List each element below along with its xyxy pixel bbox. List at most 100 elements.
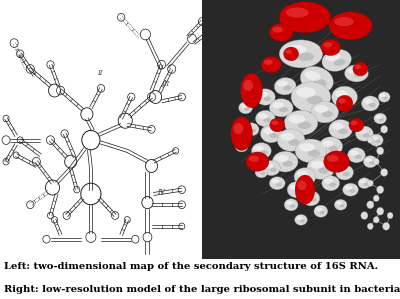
Ellipse shape xyxy=(343,172,350,176)
Ellipse shape xyxy=(334,59,346,66)
Ellipse shape xyxy=(328,146,338,151)
Ellipse shape xyxy=(310,161,324,169)
Ellipse shape xyxy=(358,129,366,134)
Ellipse shape xyxy=(303,176,312,181)
Ellipse shape xyxy=(355,65,362,69)
Ellipse shape xyxy=(234,123,243,134)
Ellipse shape xyxy=(356,126,373,141)
Ellipse shape xyxy=(307,157,335,179)
Ellipse shape xyxy=(244,123,259,136)
Ellipse shape xyxy=(320,210,325,214)
Ellipse shape xyxy=(240,146,246,149)
Ellipse shape xyxy=(263,118,271,123)
Ellipse shape xyxy=(371,136,378,141)
Ellipse shape xyxy=(286,50,292,54)
Circle shape xyxy=(377,147,384,155)
Text: I: I xyxy=(4,156,7,164)
Ellipse shape xyxy=(329,120,352,139)
Ellipse shape xyxy=(274,77,296,95)
Ellipse shape xyxy=(269,177,285,190)
Ellipse shape xyxy=(258,92,268,97)
Ellipse shape xyxy=(239,102,252,114)
Ellipse shape xyxy=(297,53,314,61)
Ellipse shape xyxy=(348,148,365,163)
Ellipse shape xyxy=(263,96,271,101)
Text: Right: low-resolution model of the large ribosomal subunit in bacteria.: Right: low-resolution model of the large… xyxy=(4,285,400,294)
Ellipse shape xyxy=(342,96,352,102)
Circle shape xyxy=(382,222,390,230)
Ellipse shape xyxy=(284,47,299,61)
Ellipse shape xyxy=(252,143,271,159)
Ellipse shape xyxy=(295,214,307,225)
Ellipse shape xyxy=(250,129,256,132)
Ellipse shape xyxy=(295,189,303,194)
Ellipse shape xyxy=(350,150,359,155)
Ellipse shape xyxy=(256,89,275,105)
Ellipse shape xyxy=(254,146,264,151)
Ellipse shape xyxy=(332,123,344,130)
Ellipse shape xyxy=(286,7,309,18)
Ellipse shape xyxy=(285,45,306,55)
Ellipse shape xyxy=(295,139,327,163)
Ellipse shape xyxy=(326,53,340,61)
Ellipse shape xyxy=(231,117,252,150)
Ellipse shape xyxy=(322,176,340,191)
Ellipse shape xyxy=(260,150,267,155)
Ellipse shape xyxy=(376,115,382,119)
Ellipse shape xyxy=(263,128,274,134)
Ellipse shape xyxy=(338,167,347,173)
Text: III: III xyxy=(162,80,170,88)
Ellipse shape xyxy=(327,155,338,162)
Circle shape xyxy=(380,126,388,133)
Ellipse shape xyxy=(277,80,288,87)
Ellipse shape xyxy=(316,207,322,211)
Ellipse shape xyxy=(235,141,248,152)
Ellipse shape xyxy=(256,110,275,127)
Ellipse shape xyxy=(276,183,282,187)
Ellipse shape xyxy=(300,66,333,93)
Ellipse shape xyxy=(244,107,250,111)
Ellipse shape xyxy=(258,113,268,119)
Ellipse shape xyxy=(324,151,350,173)
Ellipse shape xyxy=(309,198,316,202)
Ellipse shape xyxy=(334,199,347,210)
Ellipse shape xyxy=(260,125,282,143)
Circle shape xyxy=(380,169,388,176)
Ellipse shape xyxy=(269,133,278,138)
Ellipse shape xyxy=(260,172,265,175)
Ellipse shape xyxy=(329,12,372,40)
Ellipse shape xyxy=(270,118,285,132)
Ellipse shape xyxy=(297,171,308,177)
Circle shape xyxy=(373,158,379,165)
Ellipse shape xyxy=(281,133,294,141)
Ellipse shape xyxy=(338,98,346,104)
Ellipse shape xyxy=(290,184,300,190)
Ellipse shape xyxy=(365,158,372,162)
Ellipse shape xyxy=(348,68,360,74)
Ellipse shape xyxy=(314,78,327,86)
Ellipse shape xyxy=(355,154,362,159)
Ellipse shape xyxy=(363,155,377,168)
Ellipse shape xyxy=(269,99,293,117)
Ellipse shape xyxy=(379,118,384,121)
Ellipse shape xyxy=(329,182,336,187)
Ellipse shape xyxy=(342,183,358,196)
Ellipse shape xyxy=(349,189,355,193)
Ellipse shape xyxy=(262,57,281,73)
Ellipse shape xyxy=(339,204,344,208)
Ellipse shape xyxy=(262,161,280,176)
Ellipse shape xyxy=(272,151,298,172)
Ellipse shape xyxy=(314,105,328,113)
Text: Left: two-dimensional map of the secondary structure of 16S RNA.: Left: two-dimensional map of the seconda… xyxy=(4,262,378,271)
Ellipse shape xyxy=(283,85,292,91)
Ellipse shape xyxy=(272,121,278,125)
Ellipse shape xyxy=(369,134,383,146)
Ellipse shape xyxy=(265,163,274,169)
Ellipse shape xyxy=(383,97,388,100)
Ellipse shape xyxy=(322,111,333,118)
Ellipse shape xyxy=(314,205,328,217)
Ellipse shape xyxy=(351,121,358,125)
Ellipse shape xyxy=(291,82,331,112)
Text: II: II xyxy=(97,69,102,77)
Ellipse shape xyxy=(336,95,353,112)
